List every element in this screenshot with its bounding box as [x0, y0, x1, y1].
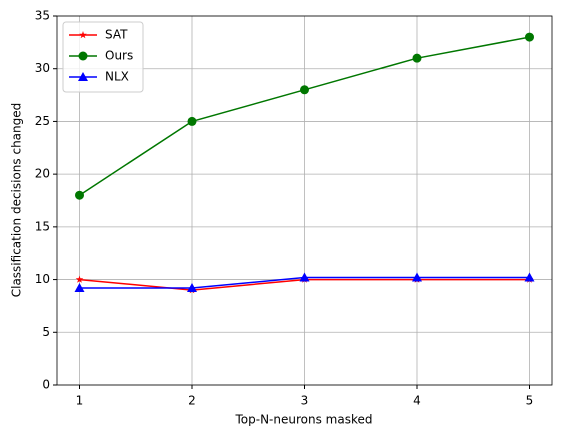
x-tick-label: 2	[188, 394, 196, 408]
y-tick-label: 5	[42, 325, 50, 339]
marker	[412, 53, 422, 63]
marker	[78, 72, 88, 81]
y-tick-label: 0	[42, 378, 50, 392]
y-tick-label: 20	[35, 167, 50, 181]
y-tick-label: 30	[35, 61, 50, 75]
legend-label: Ours	[105, 49, 133, 63]
plot-frame	[56, 15, 553, 386]
marker	[75, 190, 84, 200]
x-tick-label: 1	[76, 394, 84, 408]
marker	[299, 272, 310, 282]
marker	[187, 116, 197, 126]
marker	[412, 272, 422, 282]
marker	[78, 51, 88, 61]
marker	[79, 31, 87, 39]
y-tick-label: 35	[35, 9, 50, 23]
y-axis-label: Classification decisions changed	[10, 103, 24, 298]
x-axis-label: Top-N-neurons masked	[235, 413, 373, 427]
marker	[74, 283, 85, 293]
y-tick-label: 10	[35, 272, 50, 286]
marker	[300, 85, 309, 95]
marker	[525, 32, 534, 42]
x-tick-label: 4	[413, 394, 421, 408]
legend-label: SAT	[105, 28, 128, 42]
x-tick-label: 3	[301, 394, 309, 408]
y-tick-label: 15	[35, 219, 50, 233]
legend-label: NLX	[105, 70, 129, 84]
marker	[187, 283, 197, 293]
x-tick-label: 5	[526, 394, 534, 408]
marker	[75, 275, 84, 283]
marker	[524, 272, 535, 282]
y-tick-label: 25	[35, 114, 50, 128]
